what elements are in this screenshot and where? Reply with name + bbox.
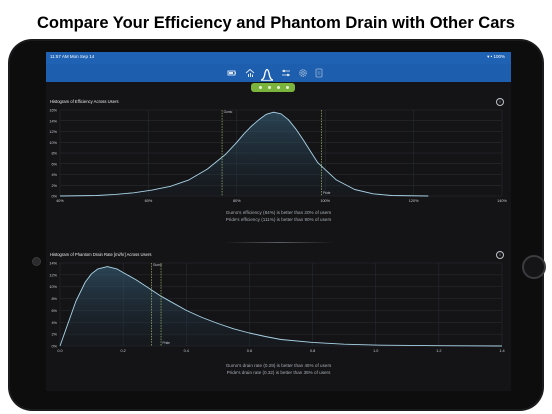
drain-histogram-title: Histogram of Phantom Drain Rate [mi/hr] …: [50, 252, 152, 257]
x-tick-label: 0.4: [184, 349, 189, 353]
histogram-area: [60, 112, 429, 196]
marker-label: Pride: [163, 341, 171, 345]
efficiency-histogram-title: Histogram of Efficiency Across Users: [50, 99, 119, 104]
page-dot[interactable]: [286, 86, 289, 89]
status-time: 11:57 AM Mon Sep 14: [50, 54, 95, 59]
panel-divider: [224, 242, 334, 243]
info-icon[interactable]: i: [496, 98, 504, 106]
x-tick-label: 0.2: [121, 349, 126, 353]
efficiency-caption-1: Gumo's efficiency (84%) is better than 2…: [225, 210, 332, 215]
x-tick-label: 0.8: [310, 349, 315, 353]
x-tick-label: 120%: [409, 199, 419, 203]
y-tick-label: 2%: [52, 184, 58, 188]
y-tick-label: 14%: [49, 262, 57, 266]
drain-histogram-chart: 0% 2% 4% 6% 8% 10% 12% 14% 0.0 0.2 0.4 0.6 0.8 1.0 1.2…: [49, 262, 504, 354]
y-tick-label: 0%: [52, 195, 58, 199]
document-icon[interactable]: [314, 68, 324, 78]
drain-caption-1: Gumo's drain rate (0.29) is better than …: [225, 363, 332, 368]
y-tick-label: 8%: [52, 297, 58, 301]
app-screen: 11:57 AM Mon Sep 14 ▾ • 100% Histogram o…: [46, 52, 511, 391]
efficiency-caption-2: Pride's efficiency (111%) is better than…: [225, 217, 332, 222]
page-indicator[interactable]: [251, 83, 295, 92]
status-indicators: ▾ • 100%: [487, 54, 505, 59]
sliders-icon[interactable]: [281, 68, 291, 78]
histogram-area: [60, 266, 502, 346]
histogram-line: [59, 111, 429, 197]
y-tick-label: 0%: [52, 345, 58, 349]
y-tick-label: 8%: [52, 152, 58, 156]
headline: Compare Your Efficiency and Phantom Drai…: [37, 14, 515, 32]
marker-label: Pride: [323, 191, 331, 195]
histogram-line: [59, 266, 503, 347]
x-tick-label: 1.0: [373, 349, 378, 353]
efficiency-histogram-chart: 0% 2% 4% 6% 8% 10% 12% 14% 16% 40% 60% 80% 100% 120% 1…: [49, 109, 507, 204]
x-tick-label: 1.4: [499, 349, 504, 353]
y-tick-label: 6%: [52, 162, 58, 166]
home-button[interactable]: [522, 255, 546, 279]
gear-icon[interactable]: [298, 68, 308, 78]
page-dot[interactable]: [268, 86, 271, 89]
y-tick-label: 4%: [52, 321, 58, 325]
page-dot[interactable]: [259, 86, 262, 89]
y-tick-label: 16%: [49, 109, 57, 113]
drain-caption-2: Pride's drain rate (0.32) is better than…: [226, 370, 331, 375]
y-tick-label: 10%: [49, 285, 57, 289]
x-tick-label: 1.2: [436, 349, 441, 353]
y-tick-label: 12%: [49, 130, 57, 134]
x-tick-label: 40%: [56, 199, 64, 203]
x-tick-label: 80%: [233, 199, 241, 203]
marker-label: Gumo: [224, 110, 233, 114]
x-tick-label: 0.0: [57, 349, 62, 353]
app-toolbar: [46, 64, 511, 82]
y-tick-label: 10%: [49, 141, 57, 145]
histogram-icon[interactable]: [260, 65, 274, 81]
y-tick-label: 14%: [49, 119, 57, 123]
x-tick-label: 0.6: [247, 349, 252, 353]
info-icon[interactable]: i: [496, 251, 504, 259]
battery-icon[interactable]: [227, 68, 237, 78]
status-bar: 11:57 AM Mon Sep 14 ▾ • 100%: [46, 52, 511, 64]
house-chart-icon[interactable]: [245, 68, 255, 78]
front-camera: [32, 257, 41, 266]
x-tick-label: 140%: [497, 199, 507, 203]
page-dot[interactable]: [277, 86, 280, 89]
marker-label: Gumo: [153, 263, 162, 267]
y-tick-label: 6%: [52, 309, 58, 313]
y-tick-label: 2%: [52, 333, 58, 337]
x-tick-label: 100%: [320, 199, 330, 203]
y-tick-label: 12%: [49, 273, 57, 277]
y-tick-label: 4%: [52, 173, 58, 177]
x-tick-label: 60%: [145, 199, 153, 203]
